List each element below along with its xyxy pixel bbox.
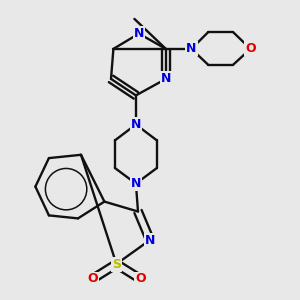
- Text: S: S: [112, 257, 121, 271]
- Text: N: N: [161, 72, 171, 86]
- Text: O: O: [135, 272, 146, 286]
- Text: N: N: [186, 42, 197, 56]
- Text: N: N: [131, 118, 141, 131]
- Text: N: N: [134, 27, 144, 40]
- Text: O: O: [87, 272, 98, 286]
- Text: N: N: [145, 233, 155, 247]
- Text: O: O: [245, 42, 256, 56]
- Text: N: N: [131, 177, 141, 190]
